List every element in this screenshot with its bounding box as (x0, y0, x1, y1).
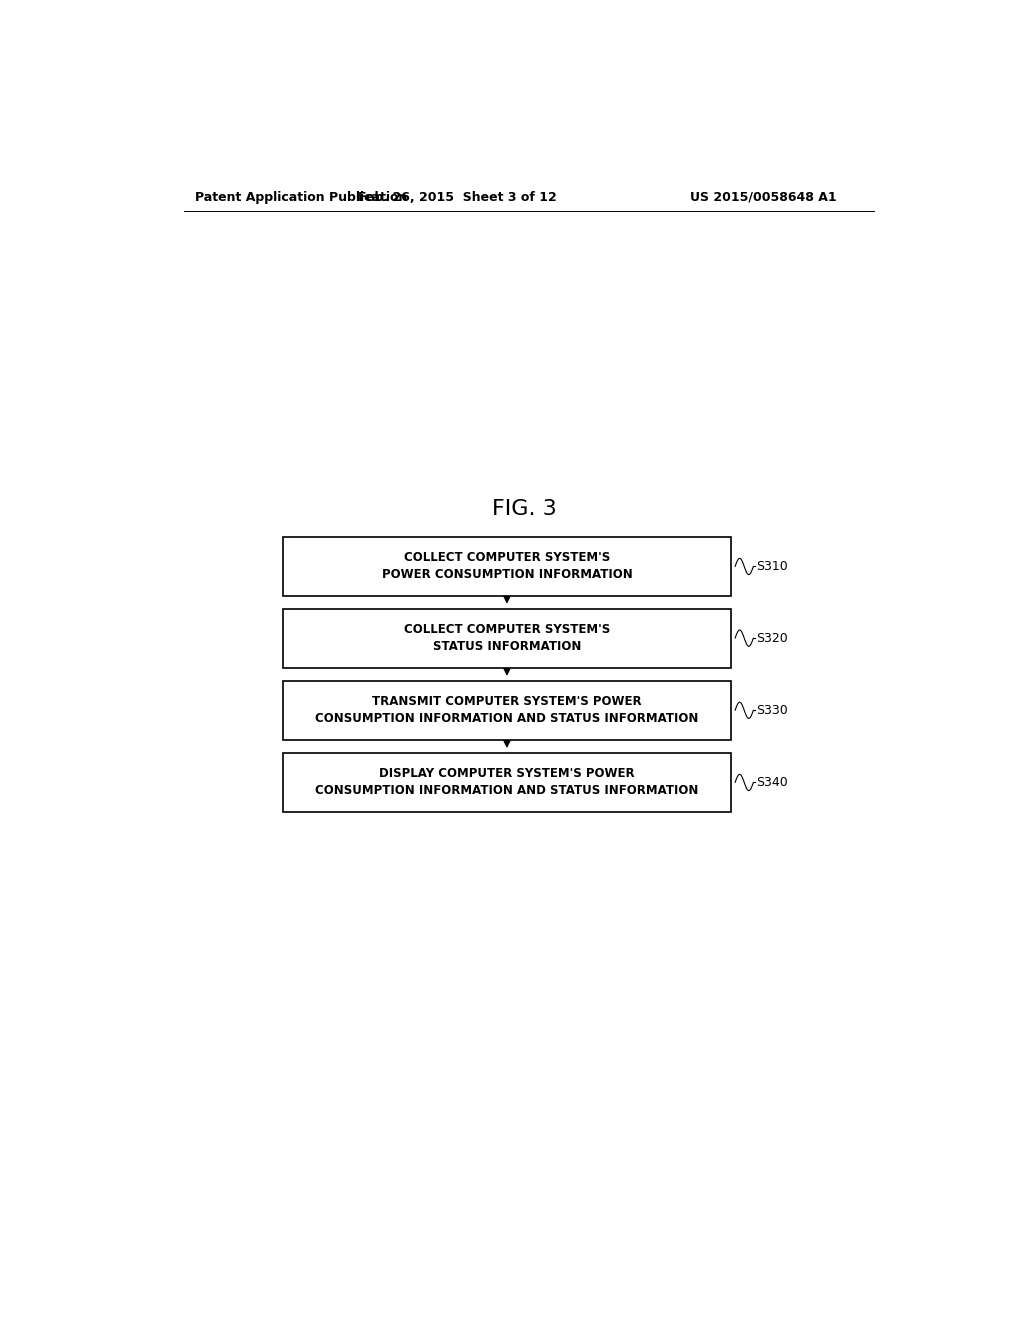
Bar (283, 537, 731, 595)
Text: S320: S320 (757, 632, 788, 644)
Bar (283, 681, 731, 739)
Text: COLLECT COMPUTER SYSTEM'S
STATUS INFORMATION: COLLECT COMPUTER SYSTEM'S STATUS INFORMA… (403, 623, 610, 653)
Text: FIG. 3: FIG. 3 (493, 499, 557, 519)
Text: DISPLAY COMPUTER SYSTEM'S POWER
CONSUMPTION INFORMATION AND STATUS INFORMATION: DISPLAY COMPUTER SYSTEM'S POWER CONSUMPT… (315, 767, 698, 797)
Bar (283, 609, 731, 668)
Text: S310: S310 (757, 560, 788, 573)
Text: Patent Application Publication: Patent Application Publication (196, 190, 408, 203)
Text: US 2015/0058648 A1: US 2015/0058648 A1 (689, 190, 837, 203)
Text: COLLECT COMPUTER SYSTEM'S
POWER CONSUMPTION INFORMATION: COLLECT COMPUTER SYSTEM'S POWER CONSUMPT… (382, 552, 632, 582)
Text: Feb. 26, 2015  Sheet 3 of 12: Feb. 26, 2015 Sheet 3 of 12 (358, 190, 557, 203)
Text: S330: S330 (757, 704, 788, 717)
Text: S340: S340 (757, 776, 788, 789)
Bar (283, 752, 731, 812)
Text: TRANSMIT COMPUTER SYSTEM'S POWER
CONSUMPTION INFORMATION AND STATUS INFORMATION: TRANSMIT COMPUTER SYSTEM'S POWER CONSUMP… (315, 696, 698, 725)
